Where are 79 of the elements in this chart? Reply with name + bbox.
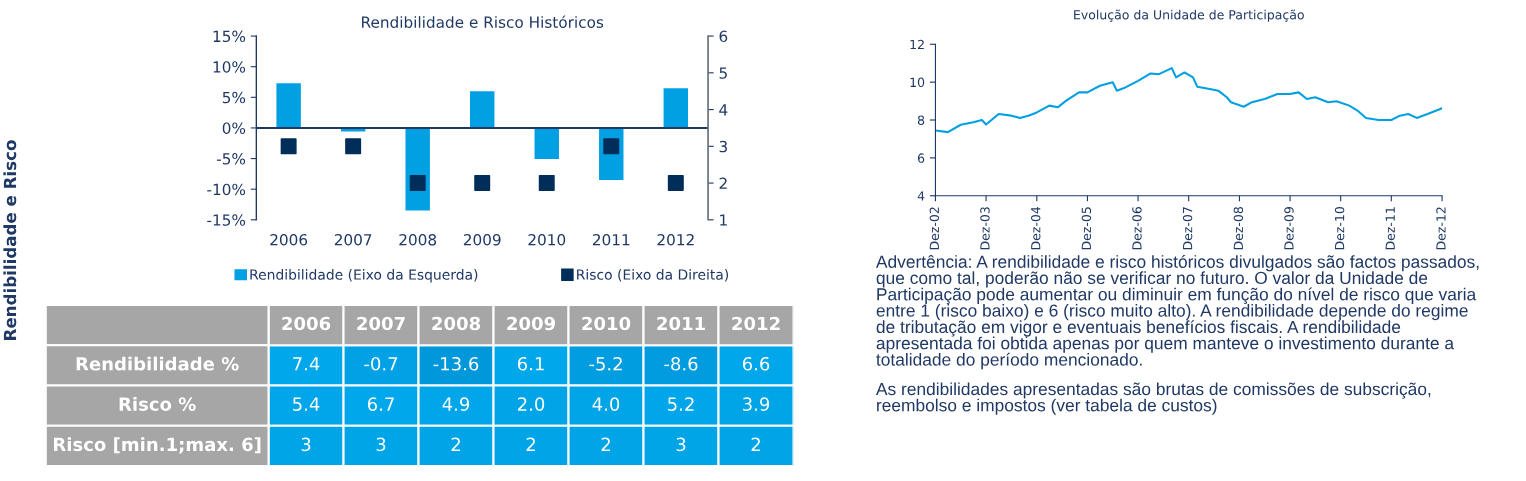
data-label: 5.4 xyxy=(293,397,320,411)
chart-title: Rendibilidade e Risco Históricos xyxy=(362,15,604,28)
y-tick-label: 10% xyxy=(213,61,246,73)
y-tick-label: 10 xyxy=(910,77,925,88)
y2-tick-label: 6 xyxy=(719,30,728,43)
x-tick-label: Dez-11 xyxy=(1385,207,1395,250)
bar xyxy=(662,86,690,129)
data-label: -5.2 xyxy=(589,356,622,371)
data-label: 3 xyxy=(301,437,311,452)
bar xyxy=(275,81,303,129)
data-label: 3 xyxy=(676,437,686,452)
text: Rendibilidade e Risco xyxy=(3,140,17,340)
x-tick-label: 2008 xyxy=(432,316,481,331)
x-tick-label: Dez-04 xyxy=(1030,206,1041,250)
data-label: -8.6 xyxy=(664,356,698,371)
chart-title: Evolução da Unidade de Participação xyxy=(1074,9,1304,22)
x-tick-label: 2007 xyxy=(357,316,405,331)
data-label: 2.0 xyxy=(517,397,545,411)
y2-tick-label: 1 xyxy=(720,214,727,226)
x-tick-label: 2006 xyxy=(282,316,331,331)
y2-tick-label: 5 xyxy=(719,67,727,79)
x-tick-label: 2010 xyxy=(582,316,631,331)
x-tick-label: Dez-05 xyxy=(1081,207,1092,250)
x-tick-label: 2012 xyxy=(657,233,694,246)
data-label: 6.6 xyxy=(742,356,770,371)
data-label: -13.6 xyxy=(433,356,479,371)
data-label: 2 xyxy=(601,437,610,451)
x-tick-label: 2011 xyxy=(657,316,705,331)
y-tick-label: Risco % xyxy=(119,396,196,411)
data-label: 4.0 xyxy=(592,397,620,411)
x-tick-label: Dez-06 xyxy=(1132,206,1142,250)
bar xyxy=(468,89,496,129)
y2-tick-label: 3 xyxy=(719,140,727,153)
line-series xyxy=(935,67,1443,134)
x-tick-label: 2010 xyxy=(528,233,566,246)
x-tick-label: 2008 xyxy=(399,233,437,246)
data-label: -0.7 xyxy=(364,356,398,371)
x-tick-label: Dez-08 xyxy=(1233,207,1244,250)
y2-tick-label: 4 xyxy=(719,104,728,116)
y-tick-label: -5% xyxy=(216,153,246,165)
y-tick-label: 12 xyxy=(910,39,924,49)
x-tick-label: Dez-12 xyxy=(1436,207,1446,250)
y2-tick-label: 2 xyxy=(719,177,727,189)
y-tick-label: 5% xyxy=(222,91,246,104)
data-label: 7.4 xyxy=(293,357,320,371)
data-label: 6.1 xyxy=(517,356,544,371)
y-tick-label: -15% xyxy=(207,214,246,226)
x-tick-label: 2012 xyxy=(732,316,780,331)
x-tick-label: Dez-09 xyxy=(1284,207,1294,250)
y-tick-label: 8 xyxy=(917,115,925,125)
x-tick-label: 2006 xyxy=(270,233,308,246)
legend-label: Rendibilidade (Eixo da Esquerda) xyxy=(250,269,478,283)
legend-label: Risco (Eixo da Direita) xyxy=(577,269,729,282)
x-tick-label: Dez-02 xyxy=(929,207,940,250)
y-tick-label: Rendibilidade % xyxy=(76,356,239,371)
y-tick-label: 6 xyxy=(917,153,925,163)
x-tick-label: Dez-07 xyxy=(1182,207,1193,250)
x-tick-label: 2011 xyxy=(592,233,630,246)
data-label: 2 xyxy=(751,437,760,451)
y-tick-label: 4 xyxy=(917,191,925,201)
y-tick-label: 0% xyxy=(222,122,246,134)
x-tick-label: 2009 xyxy=(463,233,501,246)
x-tick-label: 2009 xyxy=(507,316,555,331)
bar xyxy=(533,127,561,161)
data-label: 5.2 xyxy=(668,397,694,411)
y-tick-label: -10% xyxy=(207,183,246,196)
x-tick-label: 2007 xyxy=(334,233,372,246)
x-tick-label: Dez-03 xyxy=(980,207,990,250)
y-tick-label: Risco [min.1;max. 6] xyxy=(54,437,261,454)
text: Advertência: A rendibilidade e risco históricos divulgados são factos passados, que como tal, poderão não se verificar no futuro. O valor da Unidade de Participação pode aumentar ou diminuir em função do nível de risco que varia entre 1 (risco baixo) e 6 (risco muito alto). A rendibilidade depende do regime de tributação em vigor e eventuais benefícios fiscais. A rendibilidade apresentada foi obtida apenas por quem manteve o investimento durante a totalidade do período mencionado. xyxy=(875,254,1479,370)
text: As rendibilidades apresentadas são brutas de comissões de subscrição, reembolso e impostos (ver tabela de custos) xyxy=(875,382,1431,415)
data-label: 3 xyxy=(376,437,386,452)
data-label: 4.9 xyxy=(442,397,470,411)
data-label: 2 xyxy=(451,437,460,451)
data-label: 6.7 xyxy=(367,397,394,411)
data-label: 2 xyxy=(526,437,535,451)
x-tick-label: Dez-10 xyxy=(1334,207,1345,250)
data-label: 3.9 xyxy=(743,397,770,411)
y-tick-label: 15% xyxy=(213,30,246,43)
